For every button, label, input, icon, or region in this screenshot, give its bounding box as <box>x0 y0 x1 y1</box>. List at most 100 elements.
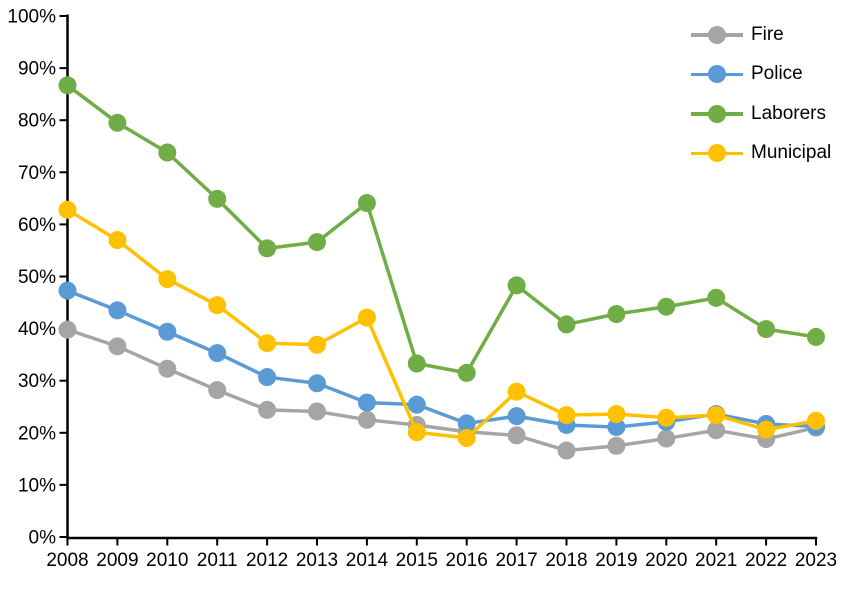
x-tick-label: 2010 <box>146 550 188 571</box>
data-point-municipal-2012 <box>258 334 277 353</box>
chart-legend: Fire Police Laborers Municipal <box>691 15 831 173</box>
x-tick-label: 2018 <box>545 550 587 571</box>
legend-item-municipal: Municipal <box>691 134 831 174</box>
data-point-municipal-2008 <box>58 200 77 219</box>
data-point-municipal-2023 <box>807 411 825 430</box>
y-tick-label: 30% <box>18 371 56 392</box>
x-tick-label: 2012 <box>246 550 288 571</box>
data-point-laborers-2008 <box>58 76 77 95</box>
data-point-municipal-2018 <box>557 406 576 425</box>
data-point-laborers-2018 <box>557 315 576 334</box>
y-tick-label: 0% <box>29 528 57 549</box>
data-point-fire-2008 <box>58 320 77 339</box>
y-tick-label: 40% <box>18 319 56 340</box>
x-tick-label: 2013 <box>296 550 338 571</box>
data-point-fire-2021 <box>707 421 726 440</box>
legend-item-fire: Fire <box>691 15 831 55</box>
municipal-series-marker-icon <box>691 143 743 163</box>
data-point-laborers-2019 <box>607 305 626 324</box>
data-point-fire-2018 <box>557 441 576 460</box>
x-tick-label: 2020 <box>645 550 687 571</box>
data-point-laborers-2013 <box>308 233 326 252</box>
legend-item-laborers: Laborers <box>691 94 831 134</box>
data-point-laborers-2015 <box>407 354 426 373</box>
data-point-laborers-2011 <box>208 189 227 208</box>
data-point-municipal-2013 <box>308 335 326 354</box>
data-point-police-2016 <box>457 414 476 433</box>
fire-series-marker-icon <box>691 25 743 45</box>
data-point-laborers-2014 <box>357 194 376 213</box>
data-point-fire-2010 <box>158 359 177 378</box>
data-point-municipal-2020 <box>657 408 676 427</box>
series-line-laborers <box>65 83 818 375</box>
y-tick-label: 80% <box>18 111 56 132</box>
x-tick-label: 2017 <box>495 550 537 571</box>
legend-label-fire: Fire <box>751 23 784 45</box>
legend-label-police: Police <box>751 63 803 85</box>
data-point-police-2013 <box>308 374 326 393</box>
data-point-laborers-2012 <box>258 239 277 258</box>
x-tick-label: 2014 <box>346 550 389 571</box>
data-point-police-2009 <box>108 301 127 320</box>
data-point-police-2017 <box>507 407 526 426</box>
data-point-police-2010 <box>158 322 177 341</box>
y-tick-label: 50% <box>18 267 56 288</box>
series-line-fire <box>65 327 818 453</box>
data-point-municipal-2022 <box>757 420 776 439</box>
legend-label-municipal: Municipal <box>751 142 832 164</box>
x-tick-label: 2022 <box>745 550 787 571</box>
legend-item-police: Police <box>691 55 831 95</box>
data-point-municipal-2010 <box>158 270 177 289</box>
data-point-fire-2019 <box>607 436 626 455</box>
data-point-laborers-2010 <box>158 143 177 162</box>
x-tick-label: 2008 <box>46 550 88 571</box>
data-point-fire-2020 <box>657 429 676 448</box>
x-tick-label: 2009 <box>96 550 138 571</box>
data-point-municipal-2011 <box>208 296 227 315</box>
data-point-laborers-2023 <box>807 327 825 346</box>
data-point-municipal-2015 <box>407 423 426 442</box>
data-point-municipal-2016 <box>457 429 476 448</box>
data-point-fire-2009 <box>108 337 127 356</box>
x-tick-label: 2019 <box>595 550 637 571</box>
series-line-municipal <box>65 208 818 440</box>
laborers-series-marker-icon <box>691 104 743 124</box>
y-tick-label: 20% <box>18 423 56 444</box>
data-point-municipal-2014 <box>357 308 376 327</box>
x-tick-label: 2023 <box>795 550 837 571</box>
data-point-fire-2011 <box>208 381 227 400</box>
y-tick-label: 90% <box>18 59 56 80</box>
data-point-fire-2017 <box>507 426 526 445</box>
data-point-laborers-2017 <box>507 276 526 295</box>
data-point-municipal-2019 <box>607 405 626 424</box>
series-line-police <box>65 288 818 429</box>
data-point-municipal-2021 <box>707 406 726 425</box>
data-point-municipal-2017 <box>507 382 526 401</box>
data-point-fire-2013 <box>308 402 326 421</box>
data-point-laborers-2016 <box>457 363 476 382</box>
data-point-police-2008 <box>58 281 77 300</box>
data-point-municipal-2009 <box>108 231 127 250</box>
data-point-laborers-2022 <box>757 320 776 339</box>
data-point-fire-2012 <box>258 400 277 419</box>
x-tick-label: 2011 <box>197 550 238 571</box>
data-point-laborers-2021 <box>707 288 726 307</box>
x-tick-label: 2015 <box>396 550 438 571</box>
x-tick-label: 2021 <box>695 550 737 571</box>
data-point-laborers-2009 <box>108 113 127 132</box>
y-tick-label: 70% <box>18 163 56 184</box>
data-point-police-2014 <box>357 393 376 412</box>
x-tick-label: 2016 <box>446 550 488 571</box>
legend-label-laborers: Laborers <box>751 102 826 124</box>
y-tick-label: 60% <box>18 215 56 236</box>
data-point-police-2011 <box>208 344 227 363</box>
y-tick-label: 100% <box>7 7 56 28</box>
data-point-fire-2014 <box>357 410 376 429</box>
y-tick-label: 10% <box>18 475 56 496</box>
data-point-police-2012 <box>258 368 277 387</box>
data-point-laborers-2020 <box>657 297 676 316</box>
data-point-police-2019 <box>607 418 626 437</box>
police-series-marker-icon <box>691 64 743 84</box>
